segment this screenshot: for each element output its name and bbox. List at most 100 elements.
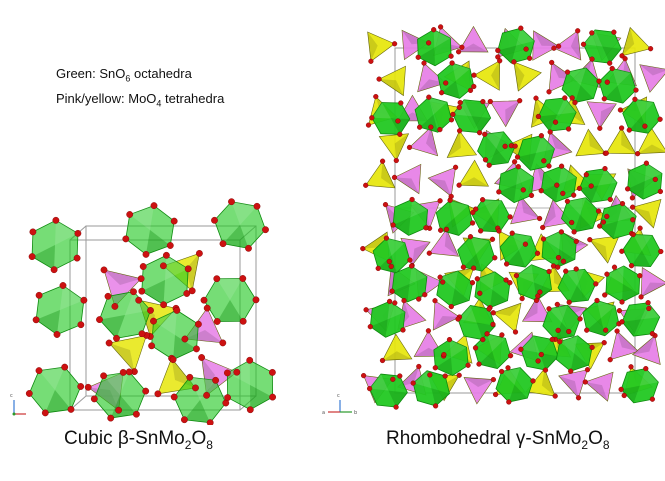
octahedron-highlight	[410, 199, 428, 218]
oxygen-atom	[450, 111, 456, 118]
oxygen-atom	[467, 234, 474, 240]
octahedron-shade	[435, 357, 453, 376]
oxygen-atom	[530, 378, 536, 384]
oxygen-atom	[431, 27, 437, 33]
oxygen-atom	[487, 98, 493, 105]
oxygen-atom	[533, 95, 539, 101]
oxygen-atom	[643, 366, 649, 372]
oxygen-atom	[519, 296, 525, 302]
oxygen-atom	[480, 98, 486, 105]
octahedron-shade	[222, 225, 249, 249]
oxygen-atom	[465, 362, 471, 368]
oxygen-atom	[211, 216, 218, 224]
oxygen-atom	[619, 125, 625, 131]
octahedron-shade	[173, 335, 197, 360]
oxygen-atom	[611, 29, 617, 35]
oxygen-atom	[566, 299, 572, 305]
octahedron-highlight	[559, 335, 578, 354]
oxygen-atom	[41, 409, 49, 417]
oxygen-atom	[455, 316, 461, 322]
octahedron-shade	[631, 250, 651, 267]
moo4-tetrahedron	[367, 31, 396, 62]
oxygen-atom	[406, 144, 413, 151]
oxygen-atom	[512, 329, 519, 335]
octahedron-highlight	[387, 301, 405, 320]
octahedron-highlight	[558, 166, 577, 185]
oxygen-atom	[492, 255, 498, 261]
octahedron-highlight	[216, 278, 243, 300]
oxygen-atom	[74, 230, 82, 237]
oxygen-atom	[658, 248, 664, 255]
oxygen-atom	[576, 185, 583, 192]
oxygen-atom	[616, 308, 623, 314]
tetrahedron-shade	[433, 315, 460, 331]
oxygen-atom	[154, 390, 162, 398]
oxygen-atom	[427, 372, 433, 378]
octahedron-highlight	[60, 285, 84, 310]
oxygen-atom	[657, 116, 663, 122]
octahedron-shade	[627, 181, 645, 200]
oxygen-atom	[652, 176, 658, 183]
oxygen-atom	[213, 318, 221, 325]
octahedron-highlight	[470, 236, 490, 254]
oxygen-atom	[421, 60, 427, 66]
octahedron-shade	[476, 322, 496, 340]
oxygen-atom	[159, 262, 167, 270]
oxygen-atom	[583, 172, 589, 178]
oxygen-atom	[555, 327, 561, 334]
oxygen-atom	[150, 317, 157, 325]
moo4-tetrahedron	[408, 126, 439, 157]
cubic-structure-diagram: c	[10, 198, 276, 425]
oxygen-atom	[637, 273, 643, 279]
oxygen-atom	[180, 416, 188, 424]
oxygen-atom	[630, 204, 636, 210]
oxygen-atom	[115, 406, 123, 414]
tetrahedron-shade	[553, 265, 570, 291]
tetrahedron-shade	[632, 207, 654, 228]
oxygen-atom	[517, 98, 523, 104]
legend: Green: SnO6 octahedra Pink/yellow: MoO4 …	[56, 64, 224, 113]
tetrahedron-shade	[621, 27, 635, 56]
oxygen-atom	[365, 122, 372, 128]
oxygen-atom	[505, 365, 511, 371]
oxygen-atom	[246, 406, 254, 414]
tetrahedron-shade	[367, 32, 378, 62]
oxygen-atom	[369, 115, 375, 121]
oxygen-atom	[446, 337, 453, 343]
oxygen-atom	[183, 290, 191, 297]
octahedron-highlight	[386, 238, 405, 256]
oxygen-atom	[502, 143, 508, 149]
oxygen-atom	[638, 294, 644, 300]
octahedron-shade	[506, 250, 526, 268]
oxygen-atom	[448, 117, 455, 123]
oxygen-atom	[645, 300, 651, 306]
oxygen-atom	[239, 275, 247, 282]
oxygen-atom	[173, 307, 181, 314]
octahedron-highlight	[38, 367, 65, 390]
tetrahedron-shade	[589, 239, 608, 264]
moo4-tetrahedron	[432, 300, 461, 331]
oxygen-atom	[456, 104, 462, 111]
tetrahedron-shade	[425, 127, 438, 156]
moo4-tetrahedron	[521, 295, 553, 323]
oxygen-atom	[546, 163, 552, 169]
oxygen-atom	[105, 339, 113, 347]
oxygen-atom	[509, 230, 515, 236]
oxygen-atom	[397, 373, 403, 379]
octahedron-highlight	[543, 231, 561, 250]
oxygen-atom	[77, 321, 85, 329]
moo4-tetrahedron	[427, 166, 456, 197]
moo4-tetrahedron	[640, 266, 665, 298]
oxygen-atom	[642, 123, 648, 129]
oxygen-atom	[522, 241, 529, 247]
oxygen-atom	[219, 339, 227, 347]
moo4-tetrahedron	[639, 64, 665, 93]
cubic-axis-c-label: c	[10, 393, 13, 399]
tetrahedron-shade	[513, 61, 525, 92]
oxygen-atom	[400, 327, 406, 333]
oxygen-atom	[484, 331, 490, 337]
tetrahedron-shade	[447, 130, 462, 158]
oxygen-atom	[193, 345, 200, 353]
oxygen-atom	[518, 346, 524, 352]
oxygen-atom	[490, 321, 496, 328]
